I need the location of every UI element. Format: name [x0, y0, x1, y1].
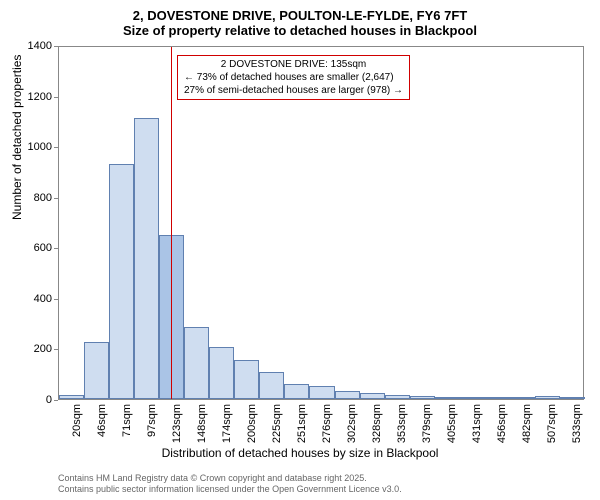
histogram-bar — [134, 118, 159, 399]
histogram-bar — [560, 397, 585, 399]
attribution-line2: Contains public sector information licen… — [58, 484, 402, 496]
x-tick-label: 431sqm — [471, 404, 483, 444]
histogram-bar — [109, 164, 134, 399]
x-tick-label: 302sqm — [346, 404, 358, 444]
histogram-bar — [535, 396, 560, 399]
x-tick-label: 20sqm — [71, 404, 83, 444]
y-axis-label: Number of detached properties — [10, 55, 24, 220]
histogram-bar — [84, 342, 109, 399]
y-tick-mark — [54, 299, 58, 300]
histogram-bar — [485, 397, 510, 399]
x-tick-label: 148sqm — [196, 404, 208, 444]
x-tick-label: 225sqm — [271, 404, 283, 444]
annotation-line2: ← 73% of detached houses are smaller (2,… — [184, 71, 403, 84]
y-tick-mark — [54, 97, 58, 98]
histogram-bar — [209, 347, 234, 399]
x-tick-label: 71sqm — [121, 404, 133, 444]
histogram-bar — [309, 386, 334, 399]
chart-container: 2, DOVESTONE DRIVE, POULTON-LE-FYLDE, FY… — [0, 0, 600, 500]
y-tick-label: 1200 — [28, 91, 52, 103]
histogram-bar — [284, 384, 309, 399]
y-tick-mark — [54, 349, 58, 350]
y-tick-label: 1000 — [28, 141, 52, 153]
x-tick-label: 507sqm — [546, 404, 558, 444]
y-tick-mark — [54, 46, 58, 47]
x-tick-label: 328sqm — [371, 404, 383, 444]
histogram-bar — [385, 395, 410, 399]
x-tick-label: 97sqm — [146, 404, 158, 444]
x-tick-label: 46sqm — [96, 404, 108, 444]
histogram-bar — [59, 395, 84, 399]
y-tick-mark — [54, 248, 58, 249]
x-tick-label: 353sqm — [396, 404, 408, 444]
y-tick-label: 800 — [34, 192, 52, 204]
attribution-text: Contains HM Land Registry data © Crown c… — [58, 473, 402, 496]
x-tick-label: 379sqm — [421, 404, 433, 444]
y-tick-mark — [54, 198, 58, 199]
x-tick-label: 482sqm — [521, 404, 533, 444]
chart-title-main: 2, DOVESTONE DRIVE, POULTON-LE-FYLDE, FY… — [0, 0, 600, 23]
histogram-bar — [460, 397, 485, 399]
y-tick-label: 400 — [34, 293, 52, 305]
histogram-bar — [510, 397, 535, 399]
x-tick-label: 174sqm — [221, 404, 233, 444]
histogram-bar — [259, 372, 284, 399]
histogram-bar — [360, 393, 385, 399]
x-tick-label: 405sqm — [446, 404, 458, 444]
annotation-line1: 2 DOVESTONE DRIVE: 135sqm — [184, 58, 403, 71]
x-tick-label: 533sqm — [571, 404, 583, 444]
histogram-bar — [410, 396, 435, 399]
x-tick-label: 456sqm — [496, 404, 508, 444]
plot-area: 2 DOVESTONE DRIVE: 135sqm← 73% of detach… — [58, 46, 584, 400]
y-tick-label: 1400 — [28, 40, 52, 52]
y-tick-mark — [54, 147, 58, 148]
histogram-bar — [184, 327, 209, 399]
x-tick-label: 123sqm — [171, 404, 183, 444]
y-tick-label: 200 — [34, 343, 52, 355]
chart-title-sub: Size of property relative to detached ho… — [0, 23, 600, 38]
x-axis-label: Distribution of detached houses by size … — [0, 446, 600, 460]
reference-line — [171, 47, 172, 399]
x-tick-label: 200sqm — [246, 404, 258, 444]
y-tick-label: 600 — [34, 242, 52, 254]
histogram-bar — [234, 360, 259, 399]
attribution-line1: Contains HM Land Registry data © Crown c… — [58, 473, 402, 485]
histogram-bar — [335, 391, 360, 399]
y-tick-mark — [54, 400, 58, 401]
annotation-line3: 27% of semi-detached houses are larger (… — [184, 84, 403, 97]
histogram-bar — [435, 397, 460, 399]
y-tick-label: 0 — [46, 394, 52, 406]
x-tick-label: 251sqm — [296, 404, 308, 444]
annotation-box: 2 DOVESTONE DRIVE: 135sqm← 73% of detach… — [177, 55, 410, 100]
x-tick-label: 276sqm — [321, 404, 333, 444]
